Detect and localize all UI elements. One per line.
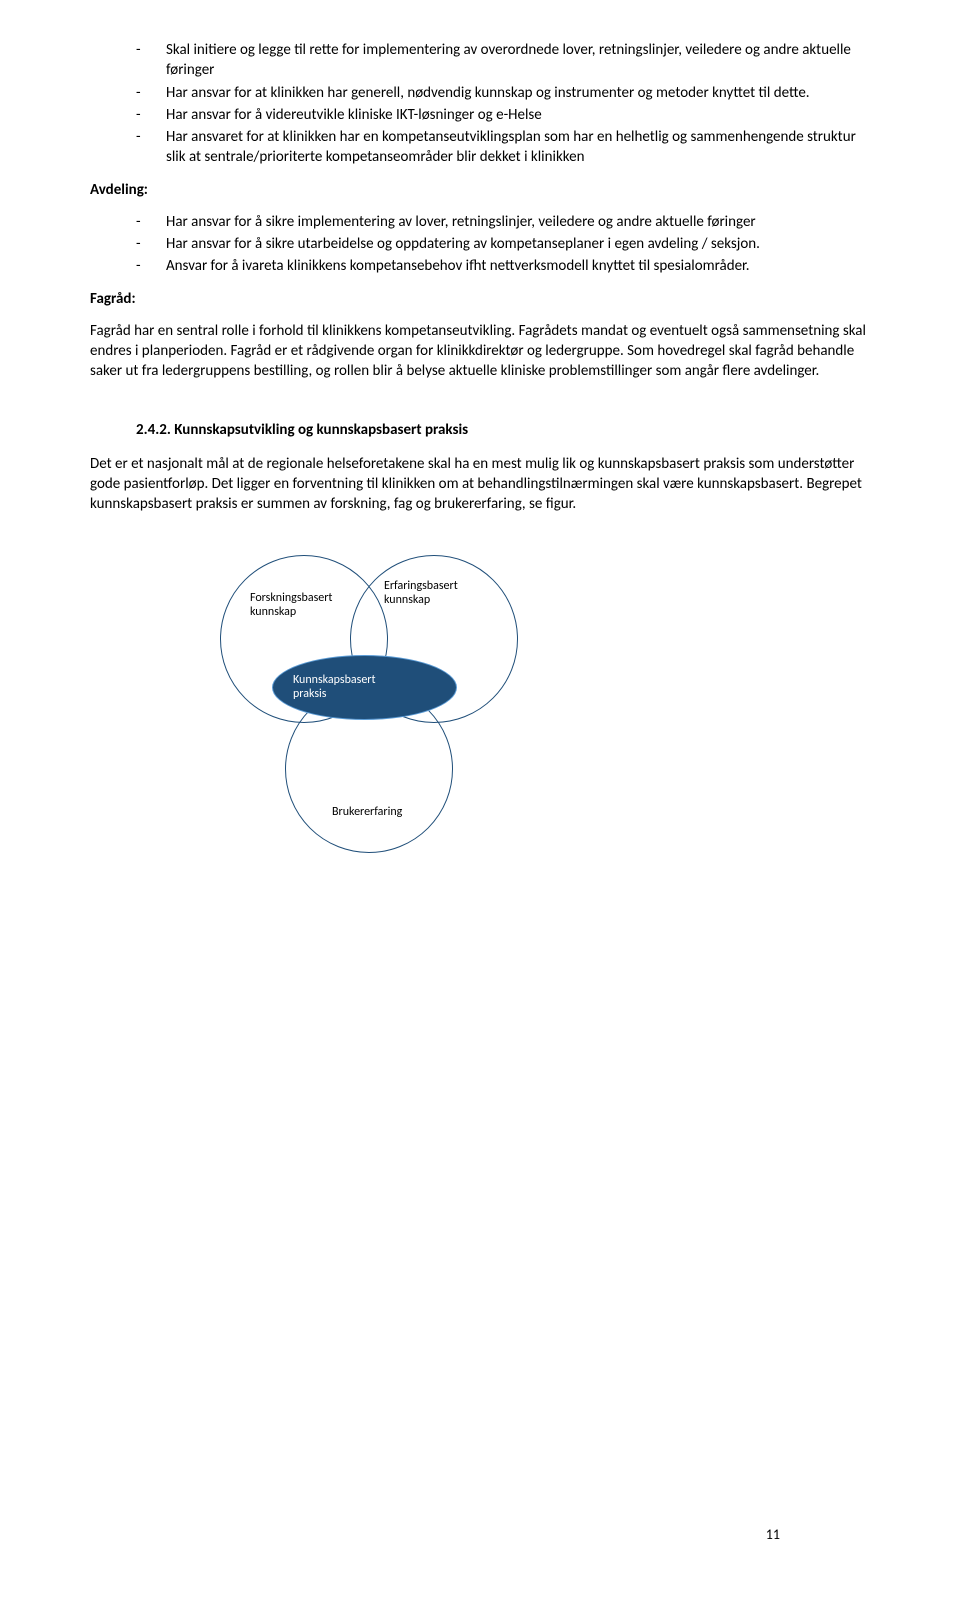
subsection-title: Kunnskapsutvikling og kunnskapsbasert pr… [174, 421, 468, 439]
heading-avdeling: Avdeling: [90, 180, 870, 200]
heading-fagrad: Fagråd: [90, 289, 870, 309]
page-number: 11 [766, 1526, 780, 1545]
venn-center-label: Kunnskapsbasert praksis [293, 673, 376, 702]
responsibility-list-klinikk: Skal initiere og legge til rette for imp… [90, 40, 870, 168]
paragraph-fagrad: Fagråd har en sentral rolle i forhold ti… [90, 321, 870, 382]
list-item: Har ansvar for å videreutvikle kliniske … [136, 105, 870, 125]
venn-label-brukererfaring: Brukererfaring [332, 805, 402, 819]
paragraph-subsection: Det er et nasjonalt mål at de regionale … [90, 454, 870, 515]
venn-label-forskningsbasert: Forskningsbasert kunnskap [250, 591, 332, 620]
list-item: Skal initiere og legge til rette for imp… [136, 40, 870, 81]
responsibility-list-avdeling: Har ansvar for å sikre implementering av… [90, 212, 870, 277]
venn-diagram: Forskningsbasert kunnskap Erfaringsbaser… [220, 555, 620, 915]
list-item: Har ansvar for at klinikken har generell… [136, 83, 870, 103]
subsection-heading: 2.4.2. Kunnskapsutvikling og kunnskapsba… [136, 420, 870, 440]
venn-center-kunnskapsbasert: Kunnskapsbasert praksis [272, 655, 457, 720]
list-item: Har ansvaret for at klinikken har en kom… [136, 127, 870, 168]
subsection-number: 2.4.2. [136, 421, 171, 439]
list-item: Har ansvar for å sikre utarbeidelse og o… [136, 234, 870, 254]
venn-label-erfaringsbasert: Erfaringsbasert kunnskap [384, 579, 458, 608]
list-item: Ansvar for å ivareta klinikkens kompetan… [136, 256, 870, 276]
list-item: Har ansvar for å sikre implementering av… [136, 212, 870, 232]
